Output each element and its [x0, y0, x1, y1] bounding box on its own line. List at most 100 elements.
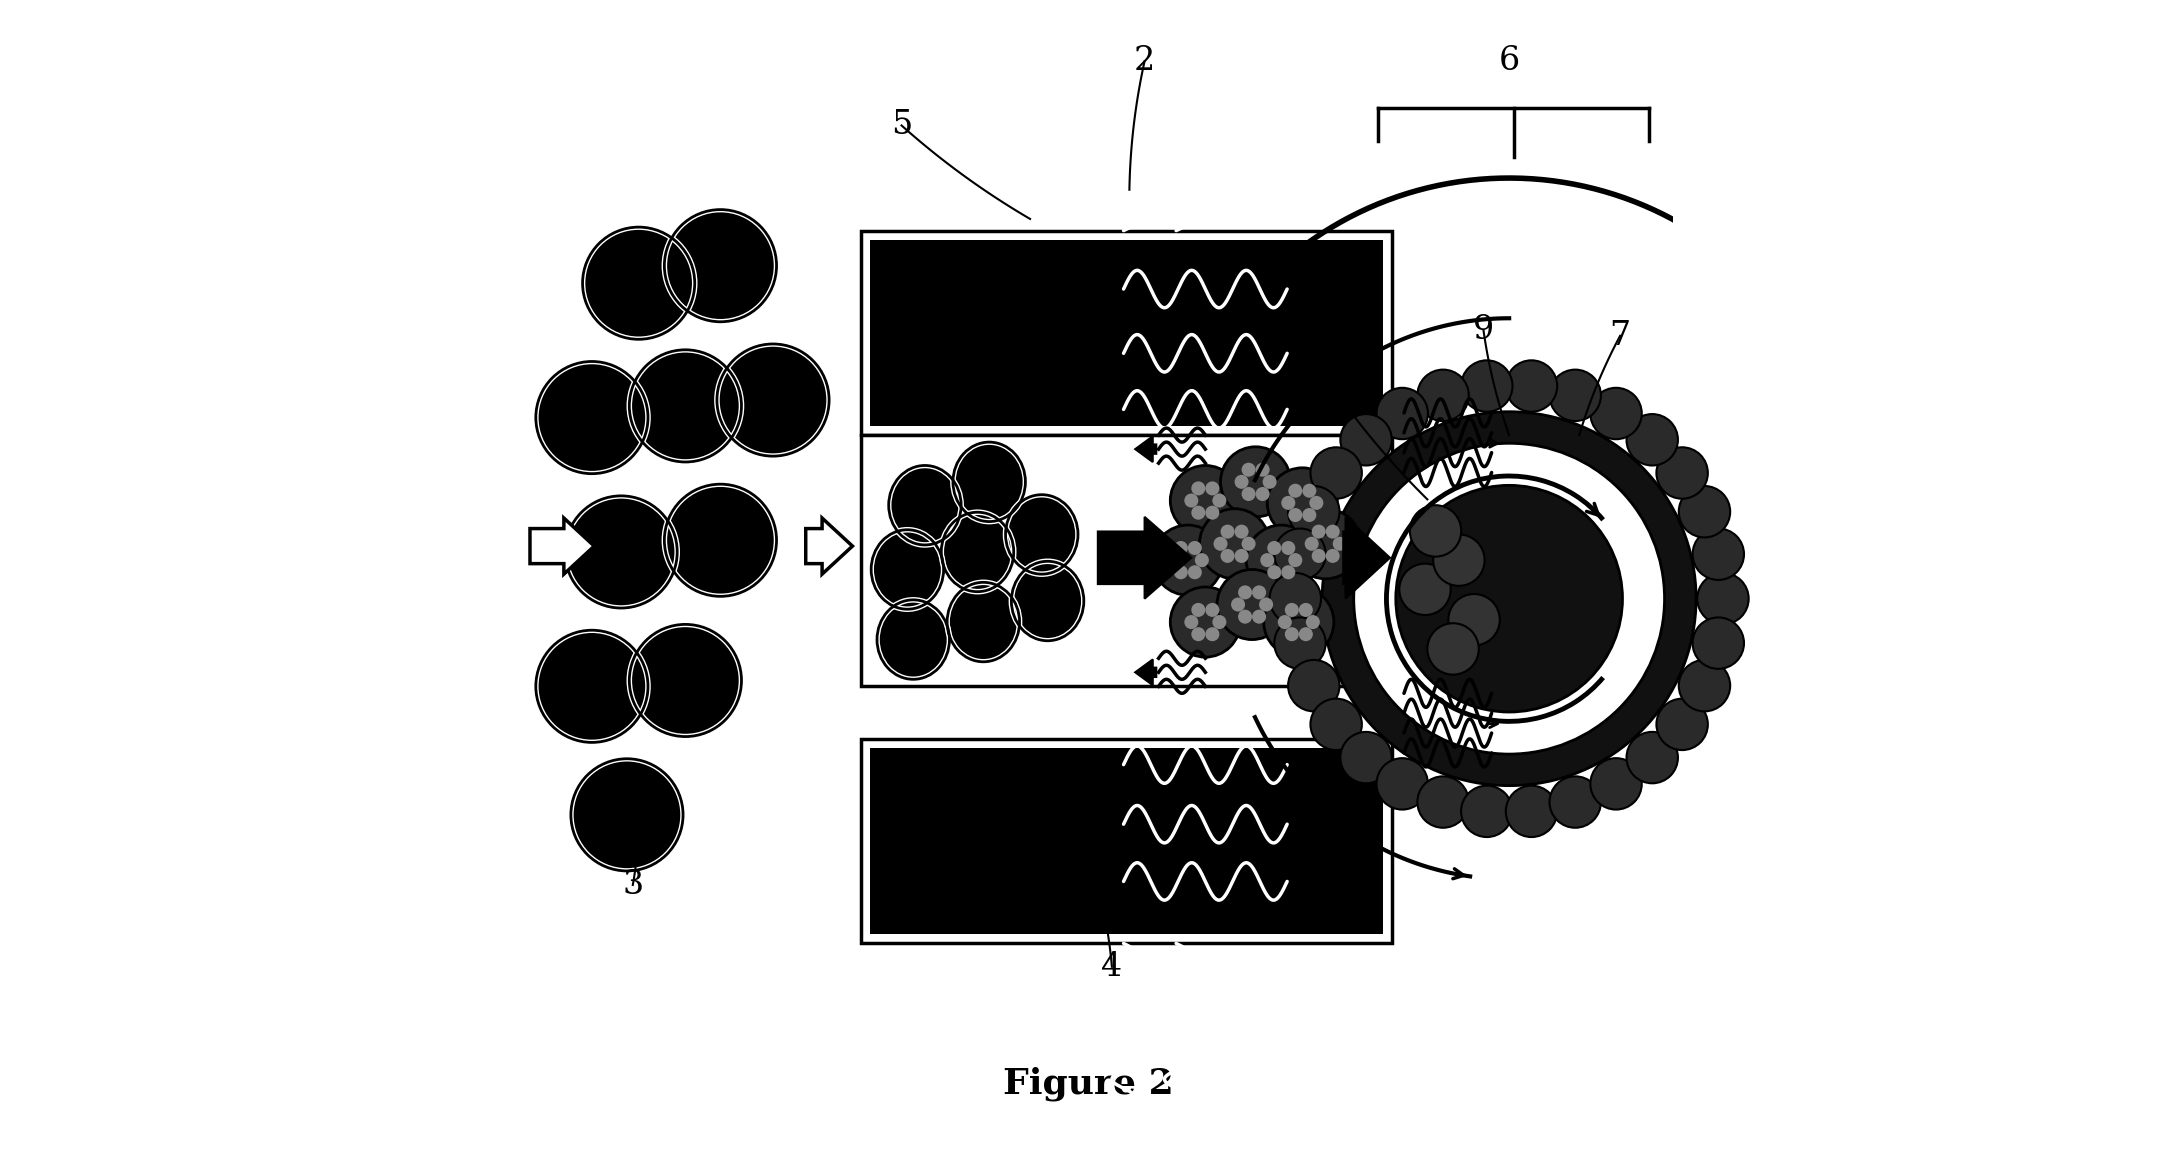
Circle shape — [1191, 627, 1206, 641]
Circle shape — [1245, 525, 1317, 595]
Circle shape — [1591, 758, 1641, 810]
Circle shape — [1461, 785, 1513, 837]
Circle shape — [1282, 565, 1295, 579]
Circle shape — [1678, 660, 1731, 711]
Text: 2: 2 — [1134, 46, 1156, 77]
Text: 9: 9 — [1474, 313, 1493, 346]
Ellipse shape — [1006, 494, 1078, 574]
Circle shape — [1657, 447, 1707, 499]
Circle shape — [629, 350, 742, 463]
Circle shape — [1173, 565, 1189, 579]
Text: 8: 8 — [1315, 360, 1337, 392]
Ellipse shape — [954, 443, 1025, 521]
Text: Figure 2: Figure 2 — [1004, 1066, 1173, 1101]
Circle shape — [1252, 586, 1267, 600]
Ellipse shape — [947, 582, 1019, 662]
Circle shape — [1278, 615, 1291, 629]
Ellipse shape — [871, 529, 943, 609]
Circle shape — [1252, 609, 1267, 623]
Circle shape — [1550, 776, 1600, 828]
FancyArrow shape — [529, 518, 594, 574]
Circle shape — [1200, 508, 1269, 579]
Circle shape — [1289, 484, 1302, 498]
Circle shape — [1692, 528, 1744, 580]
Circle shape — [664, 484, 777, 596]
Text: 5: 5 — [890, 109, 912, 141]
Circle shape — [1302, 508, 1317, 522]
Ellipse shape — [877, 600, 949, 680]
FancyArrow shape — [1097, 517, 1191, 599]
Circle shape — [1221, 525, 1234, 539]
Circle shape — [1506, 785, 1557, 837]
Circle shape — [1171, 587, 1241, 657]
Circle shape — [1265, 587, 1335, 657]
Circle shape — [1395, 485, 1622, 711]
FancyArrow shape — [1343, 517, 1389, 599]
Circle shape — [1550, 370, 1600, 421]
Circle shape — [1221, 549, 1234, 562]
Circle shape — [1692, 618, 1744, 669]
Ellipse shape — [1012, 561, 1084, 641]
Text: 7: 7 — [1609, 319, 1631, 352]
Circle shape — [1448, 594, 1500, 646]
Circle shape — [1289, 660, 1339, 711]
Circle shape — [1241, 537, 1256, 551]
Circle shape — [1282, 541, 1295, 555]
Circle shape — [1417, 776, 1469, 828]
Circle shape — [1341, 731, 1391, 783]
Circle shape — [1354, 444, 1665, 754]
Bar — [871, 239, 1382, 426]
FancyArrow shape — [1134, 437, 1156, 463]
Circle shape — [1260, 553, 1274, 567]
Circle shape — [1239, 586, 1252, 600]
Circle shape — [1239, 609, 1252, 623]
Circle shape — [1284, 627, 1300, 641]
Circle shape — [1234, 549, 1250, 562]
Circle shape — [1267, 565, 1282, 579]
Circle shape — [1289, 553, 1302, 567]
Bar — [871, 748, 1382, 935]
Circle shape — [1167, 553, 1180, 567]
Circle shape — [1400, 564, 1450, 615]
Circle shape — [1506, 360, 1557, 412]
Circle shape — [1332, 537, 1348, 551]
Circle shape — [629, 625, 742, 736]
Circle shape — [1274, 528, 1326, 580]
Circle shape — [1213, 493, 1226, 507]
Circle shape — [1206, 603, 1219, 616]
Circle shape — [1217, 569, 1287, 640]
Circle shape — [1376, 758, 1428, 810]
Circle shape — [1221, 447, 1291, 517]
Circle shape — [1263, 474, 1276, 488]
Circle shape — [1241, 487, 1256, 501]
Circle shape — [1206, 627, 1219, 641]
Circle shape — [1313, 549, 1326, 562]
Bar — [860, 738, 1393, 944]
Circle shape — [1171, 465, 1241, 535]
Circle shape — [1678, 486, 1731, 538]
Circle shape — [1321, 412, 1696, 785]
Ellipse shape — [940, 512, 1014, 592]
Text: 4: 4 — [1102, 951, 1123, 983]
Circle shape — [1184, 493, 1197, 507]
Circle shape — [1313, 525, 1326, 539]
Circle shape — [1291, 508, 1361, 579]
Circle shape — [1432, 534, 1485, 586]
Circle shape — [1154, 525, 1223, 595]
Circle shape — [1300, 603, 1313, 616]
Circle shape — [1591, 387, 1641, 439]
Circle shape — [1326, 525, 1339, 539]
Circle shape — [1376, 387, 1428, 439]
Circle shape — [583, 227, 694, 339]
Circle shape — [1173, 541, 1189, 555]
Circle shape — [1269, 573, 1321, 625]
Circle shape — [1256, 463, 1269, 477]
Circle shape — [1311, 699, 1363, 750]
Circle shape — [1284, 603, 1300, 616]
Text: 6: 6 — [1498, 46, 1520, 77]
Circle shape — [1311, 447, 1363, 499]
Circle shape — [1308, 495, 1324, 510]
Circle shape — [716, 344, 829, 457]
Circle shape — [1267, 541, 1282, 555]
Ellipse shape — [888, 465, 960, 545]
